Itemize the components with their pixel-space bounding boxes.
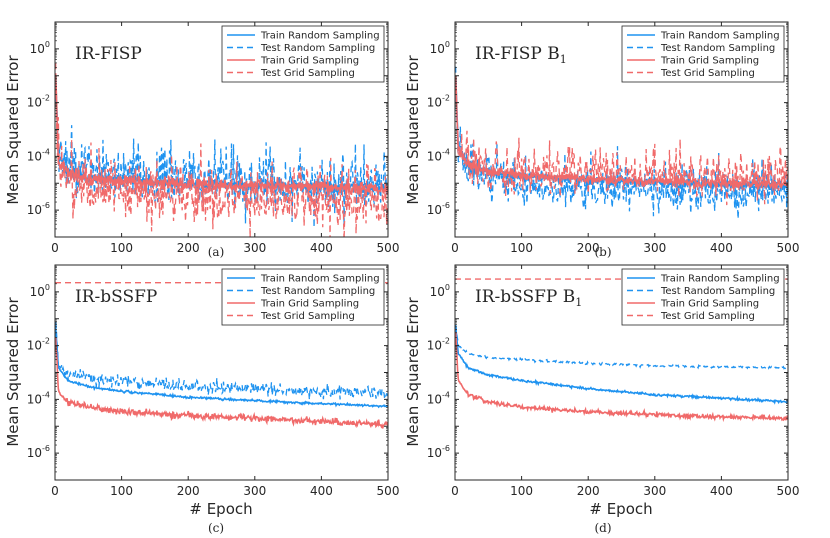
legend-label: Test Random Sampling <box>260 286 375 297</box>
x-tick-label: 300 <box>643 484 666 498</box>
series-train-random-sampling <box>455 326 788 405</box>
x-tick-label: 400 <box>710 241 733 255</box>
panel-a: 0 100 200 300 400 500 10-6 10-4 10-2 100 Mean Squa… <box>4 21 400 259</box>
series-test-random-sampling <box>55 321 388 401</box>
panel-title: IR-FISP B1 <box>475 44 567 66</box>
series-group <box>55 63 388 237</box>
x-tick-label: 100 <box>510 484 533 498</box>
y-tick-label: 10-6 <box>427 201 450 217</box>
series-group <box>455 66 788 219</box>
x-tick-label: 200 <box>177 241 200 255</box>
x-axis-title: # Epoch <box>589 500 652 518</box>
legend-label: Train Random Sampling <box>260 31 380 42</box>
y-tick-label: 10-4 <box>27 390 50 406</box>
series-test-random-sampling <box>455 324 788 370</box>
x-tick-label: 500 <box>777 241 800 255</box>
x-tick-label: 300 <box>643 241 666 255</box>
x-tick-label: 100 <box>110 241 133 255</box>
x-tick-label: 0 <box>51 241 59 255</box>
panel-sublabel: (d) <box>594 521 611 535</box>
panel-title: IR-FISP <box>75 44 142 64</box>
x-tick-label: 400 <box>310 484 333 498</box>
y-axis-title: Mean Squared Error <box>4 55 22 205</box>
x-tick-label: 200 <box>577 241 600 255</box>
series-group <box>455 278 788 423</box>
y-tick-label: 10-2 <box>27 94 50 110</box>
panel-c: 0 100 200 300 400 500 10-6 10-4 10-2 100 Mean Squa… <box>4 264 400 535</box>
panel-sublabel: (c) <box>208 521 224 535</box>
legend-label: Train Random Sampling <box>660 31 780 42</box>
panel-b: 0 100 200 300 400 500 10-6 10-4 10-2 100 Mean Squa… <box>404 21 800 259</box>
legend-label: Test Grid Sampling <box>660 311 755 322</box>
panel-d: 0 100 200 300 400 500 10-6 10-4 10-2 100 Mean Squa… <box>404 264 800 535</box>
y-tick-label: 10-2 <box>27 337 50 353</box>
x-tick-label: 500 <box>377 241 400 255</box>
legend-label: Train Grid Sampling <box>260 299 359 310</box>
series-train-grid-sampling <box>55 77 388 197</box>
legend-label: Train Random Sampling <box>260 274 380 285</box>
x-tick-label: 200 <box>577 484 600 498</box>
x-tick-label: 0 <box>451 484 459 498</box>
series-test-grid-sampling <box>455 78 788 206</box>
series-test-random-sampling <box>455 66 788 219</box>
panel-sublabel: (a) <box>208 245 225 259</box>
x-tick-label: 300 <box>243 484 266 498</box>
x-axis-title: # Epoch <box>189 500 252 518</box>
series-train-grid-sampling <box>455 332 788 423</box>
y-tick-label: 100 <box>430 283 450 299</box>
legend-label: Test Random Sampling <box>660 286 775 297</box>
y-tick-label: 10-6 <box>27 201 50 217</box>
x-tick-label: 0 <box>51 484 59 498</box>
y-tick-label: 100 <box>30 40 50 56</box>
panel-title: IR-bSSFP <box>75 287 157 307</box>
legend-label: Train Random Sampling <box>660 274 780 285</box>
y-tick-label: 10-2 <box>427 337 450 353</box>
panel-sublabel: (b) <box>594 245 611 259</box>
legend-label: Test Grid Sampling <box>660 68 755 79</box>
x-tick-label: 200 <box>177 484 200 498</box>
y-tick-label: 100 <box>430 40 450 56</box>
y-tick-label: 10-4 <box>27 147 50 163</box>
panel-title: IR-bSSFP B1 <box>475 287 582 309</box>
y-tick-label: 10-4 <box>427 147 450 163</box>
legend-label: Train Grid Sampling <box>660 299 759 310</box>
series-train-grid-sampling <box>55 337 388 429</box>
x-tick-label: 400 <box>710 484 733 498</box>
y-axis-title: Mean Squared Error <box>4 297 22 447</box>
y-tick-label: 10-2 <box>427 94 450 110</box>
y-tick-label: 10-4 <box>427 390 450 406</box>
series-test-random-sampling <box>55 82 388 228</box>
y-axis-title: Mean Squared Error <box>404 55 422 205</box>
series-test-grid-sampling <box>55 63 388 237</box>
x-tick-label: 0 <box>451 241 459 255</box>
x-tick-label: 400 <box>310 241 333 255</box>
y-tick-label: 100 <box>30 283 50 299</box>
legend-label: Test Random Sampling <box>260 43 375 54</box>
y-tick-label: 10-6 <box>427 444 450 460</box>
legend-label: Test Grid Sampling <box>260 68 355 79</box>
series-train-random-sampling <box>55 327 388 409</box>
legend-label: Train Grid Sampling <box>260 56 359 67</box>
x-tick-label: 300 <box>243 241 266 255</box>
series-group <box>55 282 388 429</box>
x-tick-label: 100 <box>110 484 133 498</box>
y-axis-title: Mean Squared Error <box>404 297 422 447</box>
legend-label: Train Grid Sampling <box>660 56 759 67</box>
y-tick-label: 10-6 <box>27 444 50 460</box>
legend-label: Test Random Sampling <box>660 43 775 54</box>
x-tick-label: 100 <box>510 241 533 255</box>
legend-label: Test Grid Sampling <box>260 311 355 322</box>
x-tick-label: 500 <box>777 484 800 498</box>
x-tick-label: 500 <box>377 484 400 498</box>
